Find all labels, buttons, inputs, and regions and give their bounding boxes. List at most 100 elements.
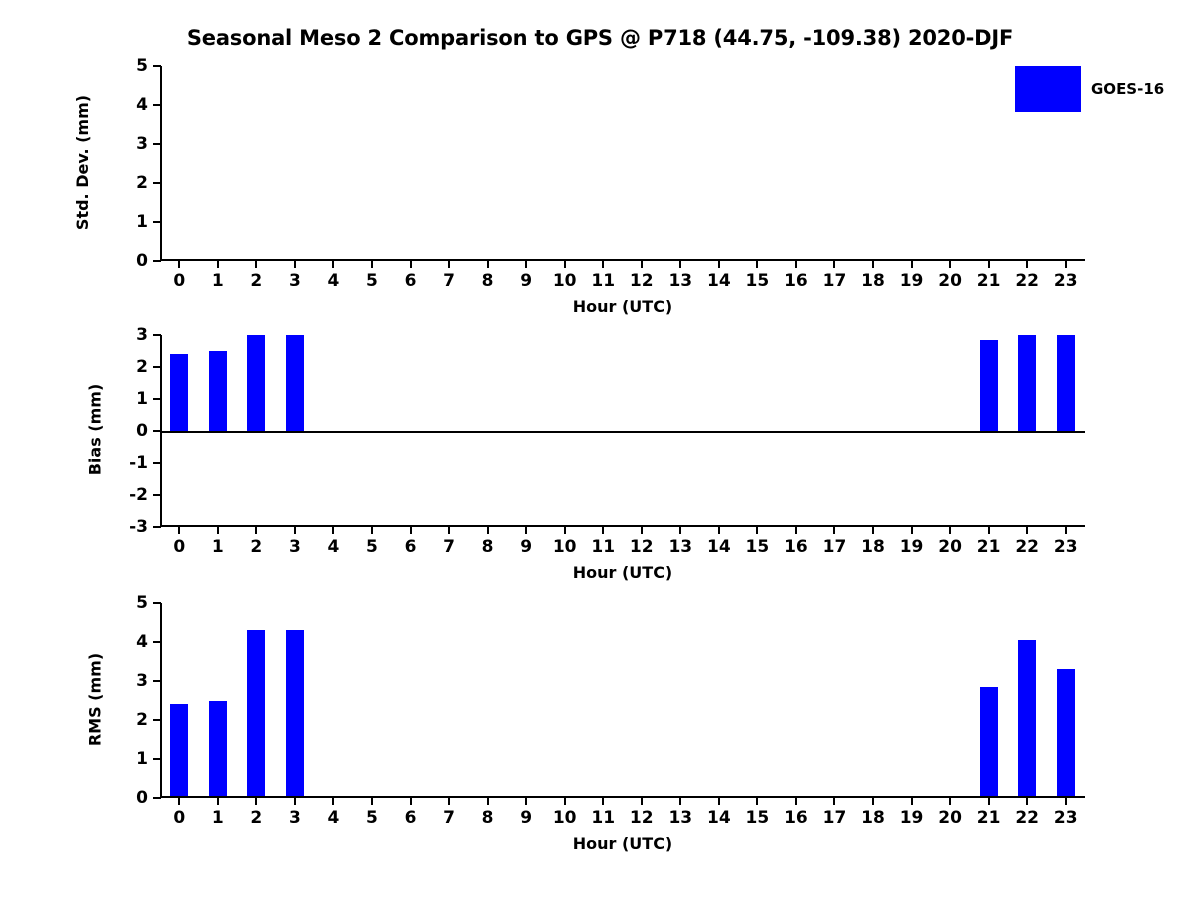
x-tick-std_dev-23 <box>1064 260 1067 268</box>
x-axis-label-bias: Hour (UTC) <box>572 563 673 582</box>
x-tick-label-bias-18: 18 <box>861 537 885 557</box>
bar-bias-hour-22 <box>1018 335 1037 431</box>
x-tick-rms-12 <box>640 797 643 805</box>
x-tick-bias-13 <box>679 526 682 534</box>
x-tick-std_dev-18 <box>872 260 875 268</box>
x-tick-label-bias-13: 13 <box>668 537 693 557</box>
x-tick-label-rms-2: 2 <box>250 808 263 828</box>
x-tick-label-bias-17: 17 <box>822 537 847 557</box>
x-tick-label-rms-0: 0 <box>173 808 186 828</box>
figure-title: Seasonal Meso 2 Comparison to GPS @ P718… <box>186 26 1014 50</box>
x-tick-std_dev-21 <box>987 260 990 268</box>
x-tick-label-std_dev-0: 0 <box>173 271 186 291</box>
x-tick-label-rms-13: 13 <box>668 808 693 828</box>
y-tick-bias-3 <box>153 334 161 336</box>
y-tick-label-rms-3: 3 <box>136 671 148 691</box>
y-tick-std_dev-3 <box>153 143 161 145</box>
x-tick-bias-4 <box>332 526 335 534</box>
x-tick-rms-15 <box>756 797 759 805</box>
x-tick-label-rms-6: 6 <box>404 808 417 828</box>
x-tick-label-bias-9: 9 <box>520 537 533 557</box>
x-tick-label-std_dev-1: 1 <box>211 271 224 291</box>
x-tick-std_dev-19 <box>910 260 913 268</box>
x-tick-label-rms-5: 5 <box>366 808 378 828</box>
zero-line-bias <box>160 431 1085 433</box>
x-tick-label-rms-22: 22 <box>1015 808 1040 828</box>
y-tick-bias--2 <box>153 494 161 496</box>
x-tick-label-bias-6: 6 <box>404 537 417 557</box>
x-tick-std_dev-2 <box>255 260 258 268</box>
x-tick-label-std_dev-19: 19 <box>899 271 924 291</box>
bar-rms-hour-22 <box>1018 640 1037 798</box>
x-tick-std_dev-10 <box>563 260 566 268</box>
x-tick-rms-9 <box>525 797 528 805</box>
x-tick-label-std_dev-7: 7 <box>443 271 455 291</box>
bar-rms-hour-2 <box>247 630 266 798</box>
y-tick-label-bias--2: -2 <box>129 485 148 505</box>
x-tick-bias-14 <box>717 526 720 534</box>
x-tick-bias-9 <box>525 526 528 534</box>
y-tick-label-std_dev-4: 4 <box>136 95 148 115</box>
x-tick-label-rms-7: 7 <box>443 808 455 828</box>
x-tick-label-bias-1: 1 <box>211 537 224 557</box>
x-tick-bias-18 <box>872 526 875 534</box>
y-tick-label-rms-1: 1 <box>136 749 148 769</box>
x-tick-rms-2 <box>255 797 258 805</box>
x-tick-rms-22 <box>1026 797 1029 805</box>
x-tick-label-bias-10: 10 <box>552 537 577 557</box>
x-tick-label-std_dev-14: 14 <box>707 271 731 291</box>
y-tick-bias--3 <box>153 526 161 528</box>
x-tick-label-bias-8: 8 <box>481 537 494 557</box>
x-tick-label-rms-1: 1 <box>211 808 224 828</box>
x-tick-label-rms-4: 4 <box>327 808 340 828</box>
y-tick-label-std_dev-5: 5 <box>136 56 148 76</box>
x-tick-label-rms-12: 12 <box>629 808 654 828</box>
x-tick-label-rms-21: 21 <box>976 808 1001 828</box>
y-tick-rms-2 <box>153 719 161 721</box>
x-tick-label-rms-14: 14 <box>707 808 731 828</box>
y-axis-label-std-dev: Std. Dev. (mm) <box>73 94 92 230</box>
y-tick-bias-0 <box>153 430 161 432</box>
x-tick-label-std_dev-16: 16 <box>784 271 808 291</box>
x-tick-bias-22 <box>1026 526 1029 534</box>
x-tick-bias-20 <box>949 526 952 534</box>
x-tick-label-bias-16: 16 <box>784 537 808 557</box>
y-tick-std_dev-0 <box>153 260 161 262</box>
x-tick-std_dev-1 <box>216 260 219 268</box>
x-tick-std_dev-6 <box>409 260 412 268</box>
y-axis-label-rms: RMS (mm) <box>85 652 105 746</box>
x-tick-label-bias-2: 2 <box>250 537 263 557</box>
x-tick-label-rms-8: 8 <box>481 808 494 828</box>
x-tick-label-std_dev-4: 4 <box>327 271 340 291</box>
bar-bias-hour-1 <box>208 351 227 431</box>
x-tick-rms-21 <box>987 797 990 805</box>
x-tick-std_dev-17 <box>833 260 836 268</box>
x-tick-label-bias-5: 5 <box>366 537 378 557</box>
x-tick-rms-13 <box>679 797 682 805</box>
x-tick-std_dev-22 <box>1026 260 1029 268</box>
plot-area-rms <box>160 603 1085 798</box>
x-tick-label-std_dev-11: 11 <box>591 271 616 291</box>
x-tick-bias-23 <box>1064 526 1067 534</box>
x-tick-bias-10 <box>563 526 566 534</box>
x-tick-label-rms-9: 9 <box>520 808 533 828</box>
y-tick-rms-1 <box>153 758 161 760</box>
y-tick-label-bias-0: 0 <box>136 421 148 441</box>
subplot-bias: Bias (mm) Hour (UTC) -3 -2 -1 0 1 2 3 0 1 2 3 4 5 6 7 8… <box>86 325 1085 582</box>
y-tick-label-bias--3: -3 <box>129 517 148 537</box>
x-tick-bias-8 <box>486 526 489 534</box>
x-tick-rms-23 <box>1064 797 1067 805</box>
x-tick-std_dev-7 <box>448 260 451 268</box>
x-tick-label-std_dev-22: 22 <box>1015 271 1040 291</box>
y-tick-rms-5 <box>153 602 161 604</box>
y-tick-bias-2 <box>153 366 161 368</box>
x-tick-rms-7 <box>448 797 451 805</box>
y-tick-label-bias-3: 3 <box>136 325 148 345</box>
y-tick-label-std_dev-2: 2 <box>136 173 148 193</box>
x-tick-rms-0 <box>178 797 181 805</box>
y-tick-label-std_dev-0: 0 <box>136 251 148 271</box>
x-tick-std_dev-20 <box>949 260 952 268</box>
x-tick-label-std_dev-9: 9 <box>520 271 533 291</box>
x-tick-rms-16 <box>794 797 797 805</box>
